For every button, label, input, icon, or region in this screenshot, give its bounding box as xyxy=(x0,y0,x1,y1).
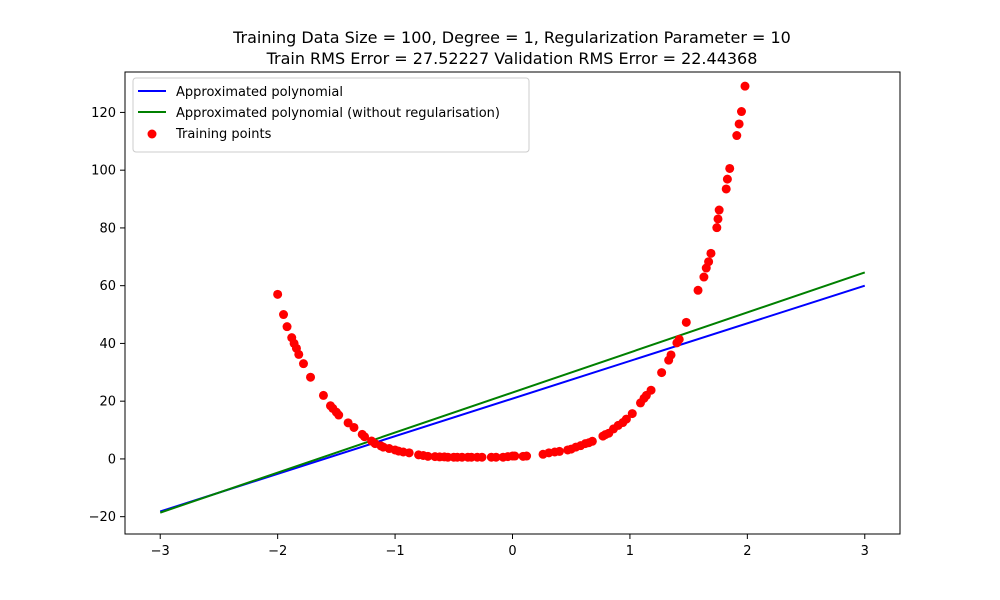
series-line-2 xyxy=(159,271,866,514)
training-point xyxy=(740,81,750,91)
legend-box xyxy=(132,77,530,153)
training-point xyxy=(627,409,637,419)
y-tick-label: 120 xyxy=(91,106,116,121)
training-point xyxy=(522,451,532,461)
training-point xyxy=(666,350,676,360)
training-point xyxy=(736,107,746,117)
training-point xyxy=(273,289,283,299)
training-point xyxy=(510,451,520,461)
training-point xyxy=(621,414,631,424)
training-point xyxy=(554,446,564,456)
training-point xyxy=(404,448,414,458)
training-point xyxy=(714,205,724,215)
training-point xyxy=(706,248,716,258)
training-point xyxy=(294,349,304,359)
legend-marker-swatch xyxy=(147,129,157,139)
x-tick-label: 2 xyxy=(743,544,751,559)
training-point xyxy=(646,385,656,395)
chart-title-line2: Train RMS Error = 27.52227 Validation RM… xyxy=(266,49,758,68)
training-point xyxy=(699,272,709,282)
training-point xyxy=(657,368,667,378)
training-point xyxy=(282,322,292,332)
x-tick-label: 1 xyxy=(626,544,634,559)
training-point xyxy=(587,436,597,446)
y-tick-label: 0 xyxy=(108,452,116,467)
training-point xyxy=(360,432,370,442)
x-tick-label: −2 xyxy=(268,544,287,559)
training-point xyxy=(693,285,703,295)
training-point xyxy=(477,452,487,462)
training-point xyxy=(732,131,742,141)
training-point xyxy=(704,257,714,267)
y-tick-label: −20 xyxy=(89,510,116,525)
training-point xyxy=(725,163,735,173)
plot-area xyxy=(159,81,866,514)
training-point xyxy=(318,390,328,400)
y-tick-label: 60 xyxy=(99,279,116,294)
legend-label: Approximated polynomial xyxy=(176,85,343,100)
training-point xyxy=(491,452,501,462)
chart-title-line1: Training Data Size = 100, Degree = 1, Re… xyxy=(232,28,791,47)
x-tick-label: −1 xyxy=(385,544,404,559)
training-point xyxy=(349,422,359,432)
legend-label: Approximated polynomial (without regular… xyxy=(176,106,500,121)
training-point xyxy=(734,119,744,129)
y-tick-label: 40 xyxy=(99,337,116,352)
training-point xyxy=(279,310,289,320)
x-tick-label: 3 xyxy=(861,544,869,559)
axes: −3 −2 −1 0 1 2 3 −20 0 20 40 60 80 100 120 xyxy=(89,71,901,559)
training-point xyxy=(334,410,344,420)
training-point xyxy=(721,184,731,194)
legend-label: Training points xyxy=(175,127,272,142)
y-tick-label: 20 xyxy=(99,395,116,410)
y-tick-label: 80 xyxy=(99,221,116,236)
training-point xyxy=(423,451,433,461)
x-tick-label: −3 xyxy=(151,544,170,559)
training-point xyxy=(306,372,316,382)
training-point xyxy=(713,214,723,224)
training-point xyxy=(681,317,691,327)
y-tick-label: 100 xyxy=(91,164,116,179)
training-point xyxy=(674,334,684,344)
series-line-1 xyxy=(159,284,866,513)
training-point xyxy=(722,174,732,184)
training-point xyxy=(712,223,722,233)
x-tick-label: 0 xyxy=(508,544,516,559)
legend: Approximated polynomial Approximated poly… xyxy=(132,77,530,153)
training-point xyxy=(298,359,308,369)
plot-series xyxy=(159,81,866,514)
